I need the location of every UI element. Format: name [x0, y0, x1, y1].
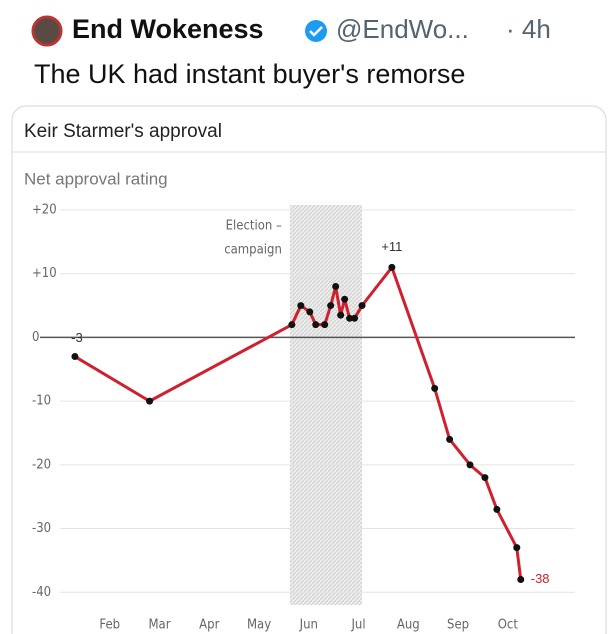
author-name[interactable]: End Wokeness — [72, 14, 264, 44]
data-point — [71, 353, 79, 361]
data-point — [306, 308, 314, 316]
data-point — [297, 302, 305, 310]
data-point — [312, 321, 320, 329]
x-tick-label: Apr — [199, 618, 219, 633]
y-tick-label: -40 — [32, 585, 51, 600]
post-time[interactable]: · 4h — [506, 14, 551, 44]
data-point — [513, 544, 521, 552]
data-point — [431, 384, 439, 392]
x-tick-label: Jun — [299, 618, 318, 633]
x-tick-label: Mar — [148, 618, 170, 633]
data-point — [388, 263, 396, 271]
chart-subtitle: Net approval rating — [24, 169, 168, 188]
data-point — [358, 302, 366, 310]
value-label: +11 — [381, 239, 402, 254]
shaded-region — [289, 205, 363, 605]
y-tick-label: +20 — [32, 203, 57, 218]
chart-title: Keir Starmer's approval — [24, 121, 222, 142]
y-tick-label: +10 — [32, 266, 57, 281]
x-tick-label: Jul — [350, 618, 365, 633]
y-tick-label: -10 — [32, 394, 51, 409]
y-tick-label: 0 — [32, 330, 39, 345]
data-point — [337, 311, 345, 319]
data-point — [327, 302, 335, 310]
x-tick-label: Aug — [397, 618, 420, 633]
data-point — [341, 295, 349, 303]
data-point — [493, 505, 501, 513]
x-tick-label: May — [247, 618, 271, 633]
data-point — [351, 314, 359, 322]
region-label: Election – — [226, 219, 282, 234]
data-point — [466, 461, 474, 469]
x-tick-label: Sep — [447, 618, 469, 633]
region-label: campaign — [224, 243, 282, 258]
x-tick-label: Oct — [498, 618, 519, 633]
y-tick-label: -30 — [32, 521, 51, 536]
data-line — [74, 265, 523, 580]
value-label: -3 — [71, 330, 83, 345]
data-point — [481, 474, 489, 482]
avatar[interactable] — [31, 15, 63, 47]
data-point — [517, 576, 525, 584]
data-point — [446, 435, 454, 443]
verified-badge — [305, 20, 327, 42]
value-label: -38 — [531, 571, 550, 586]
data-point — [321, 321, 329, 329]
post-text: The UK had instant buyer's remorse — [34, 59, 465, 89]
data-point — [346, 314, 354, 322]
data-point — [332, 282, 340, 290]
author-handle[interactable]: @EndWo... — [336, 14, 469, 44]
data-point — [146, 397, 154, 405]
x-tick-label: Feb — [99, 618, 120, 633]
data-point — [288, 321, 296, 329]
verified-check — [309, 26, 323, 37]
y-tick-label: -20 — [32, 457, 51, 472]
